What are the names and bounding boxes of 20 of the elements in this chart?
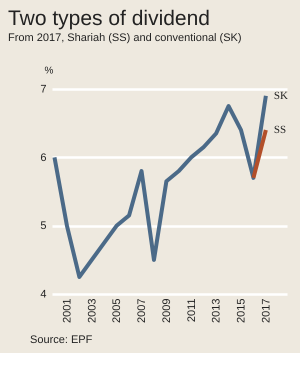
x-tick-label: 2001 (61, 298, 74, 323)
x-tick-label: 2015 (235, 298, 248, 323)
y-tick-label: 7 (40, 84, 46, 96)
series-label: SS (274, 124, 286, 136)
line-series (52, 94, 268, 279)
x-tick-label: 2005 (111, 298, 124, 323)
chart-title: Two types of dividend (8, 7, 210, 30)
series-label: SK (274, 90, 288, 102)
x-tick-label: 2011 (186, 298, 198, 322)
y-tick-label: 5 (40, 220, 46, 232)
x-tick-label: 2003 (86, 298, 98, 323)
x-tick-label: 2017 (260, 298, 272, 323)
y-axis-title: % (44, 66, 54, 76)
y-tick-label: 4 (40, 288, 46, 300)
x-tick-label: 2013 (210, 298, 223, 323)
source-note: Source: EPF (30, 334, 93, 346)
y-tick-label: 6 (40, 152, 46, 164)
chart-subtitle: From 2017, Shariah (SS) and conventional (SK) (8, 32, 242, 44)
x-tick-label: 2009 (160, 298, 173, 323)
x-tick-label: 2007 (136, 298, 148, 323)
